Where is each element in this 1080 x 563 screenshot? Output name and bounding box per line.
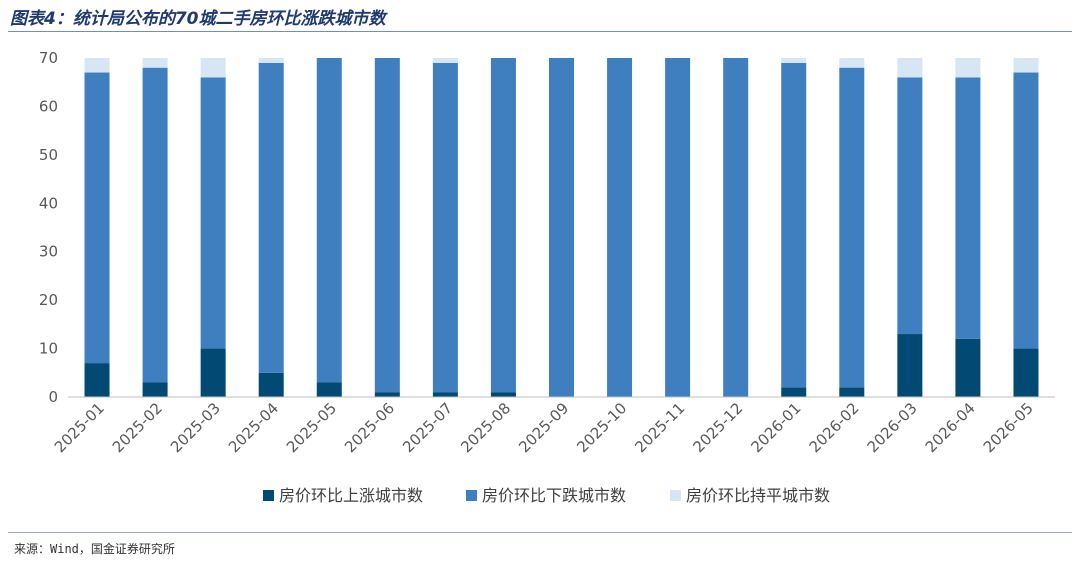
bar-segment-series-1 xyxy=(1013,348,1039,397)
y-tick-label: 60 xyxy=(39,97,58,115)
x-tick-label: 2026-03 xyxy=(864,399,921,456)
legend-label: 房价环比下跌城市数 xyxy=(482,486,626,505)
bar-segment-series-2 xyxy=(142,67,168,383)
y-tick-label: 30 xyxy=(39,243,58,261)
x-tick-label: 2025-08 xyxy=(457,399,514,456)
y-tick-label: 40 xyxy=(39,194,58,212)
bar-segment-series-3 xyxy=(432,58,458,63)
x-tick-label: 2025-09 xyxy=(515,399,572,456)
bar-segment-series-3 xyxy=(955,58,981,78)
x-tick-label: 2025-05 xyxy=(283,399,340,456)
bar-segment-series-1 xyxy=(839,387,865,397)
x-axis: 2025-01 2025-02 2025-03 2025-04 2025-05 2025-… xyxy=(51,396,1055,456)
y-tick-label: 0 xyxy=(48,388,58,406)
bar-segment-series-1 xyxy=(897,334,923,397)
bar-segment-series-2 xyxy=(607,58,633,397)
bar-segment-series-1 xyxy=(781,387,807,397)
bar-segment-series-3 xyxy=(200,58,226,78)
bar-segment-series-2 xyxy=(258,62,284,373)
x-tick-label: 2025-07 xyxy=(399,399,456,456)
x-tick-label: 2026-05 xyxy=(980,399,1037,456)
y-tick-label: 10 xyxy=(39,340,58,358)
x-tick-label: 2025-03 xyxy=(167,399,224,456)
bar-segment-series-3 xyxy=(839,58,865,68)
bar-segment-series-1 xyxy=(374,392,400,397)
bar-segment-series-2 xyxy=(549,58,574,397)
bars xyxy=(84,58,1039,397)
bar-segment-series-1 xyxy=(258,372,284,397)
x-tick-label: 2026-02 xyxy=(806,399,863,456)
y-tick-label: 70 xyxy=(39,49,58,67)
y-tick-label: 50 xyxy=(39,146,58,164)
legend-label: 房价环比持平城市数 xyxy=(686,486,830,505)
legend-label: 房价环比上涨城市数 xyxy=(279,486,423,505)
x-tick-label: 2025-01 xyxy=(51,399,108,456)
bar-segment-series-2 xyxy=(723,58,749,397)
bar-segment-series-2 xyxy=(1013,72,1039,349)
legend-swatch xyxy=(670,490,681,501)
bar-segment-series-1 xyxy=(200,348,226,397)
bar-segment-series-2 xyxy=(490,58,516,393)
y-tick-label: 20 xyxy=(39,291,58,309)
bar-segment-series-2 xyxy=(955,77,981,339)
bar-segment-series-3 xyxy=(897,58,923,78)
bar-segment-series-1 xyxy=(84,363,110,397)
x-tick-label: 2025-02 xyxy=(109,399,166,456)
bar-segment-series-1 xyxy=(142,382,168,397)
legend-swatch xyxy=(466,490,477,501)
bar-segment-series-2 xyxy=(839,67,865,388)
legend-swatch xyxy=(263,490,274,501)
x-tick-label: 2025-04 xyxy=(225,399,282,456)
x-tick-label: 2026-04 xyxy=(922,399,979,456)
bar-segment-series-2 xyxy=(432,62,458,393)
y-axis: 0 10 20 30 40 50 60 70 xyxy=(39,49,58,406)
bar-segment-series-3 xyxy=(781,58,807,63)
bar-segment-series-2 xyxy=(200,77,226,349)
bar-segment-series-3 xyxy=(1013,58,1039,73)
chart-title: 图表4：统计局公布的70城二手房环比涨跌城市数 xyxy=(10,9,386,29)
source-note: 来源：Wind，国金证券研究所 xyxy=(14,542,175,556)
bar-segment-series-2 xyxy=(84,72,110,364)
bar-segment-series-3 xyxy=(84,58,110,73)
bar-segment-series-1 xyxy=(490,392,516,397)
bar-segment-series-1 xyxy=(955,338,981,397)
bar-segment-series-1 xyxy=(432,392,458,397)
bar-segment-series-3 xyxy=(142,58,168,68)
x-tick-label: 2025-10 xyxy=(573,399,630,456)
x-tick-label: 2025-11 xyxy=(631,399,688,456)
bar-segment-series-2 xyxy=(781,62,807,388)
bar-segment-series-2 xyxy=(665,58,691,397)
x-tick-label: 2025-06 xyxy=(341,399,398,456)
x-tick-label: 2026-01 xyxy=(748,399,805,456)
legend: 房价环比上涨城市数 房价环比下跌城市数 房价环比持平城市数 xyxy=(263,486,830,505)
bar-segment-series-2 xyxy=(316,58,342,383)
bar-segment-series-2 xyxy=(897,77,923,335)
footer-rule xyxy=(8,532,1072,533)
bar-segment-series-1 xyxy=(316,382,342,397)
title-rule xyxy=(8,31,1072,32)
x-tick-label: 2025-12 xyxy=(689,399,746,456)
bar-segment-series-3 xyxy=(258,58,284,63)
bar-segment-series-2 xyxy=(374,58,400,393)
